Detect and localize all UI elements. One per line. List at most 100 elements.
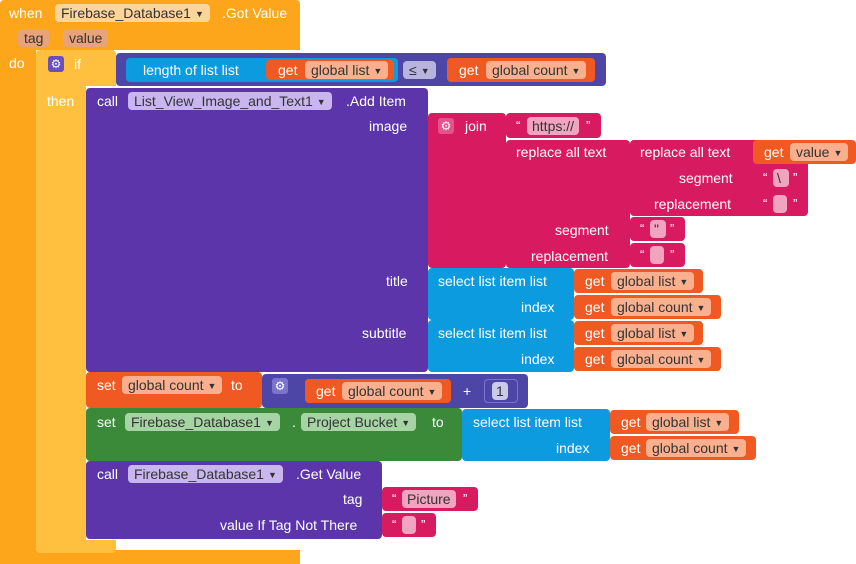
var-dropdown-global-count[interactable]: global count ▼ (486, 61, 587, 79)
close-quote-icon: ” (793, 196, 798, 211)
chevron-down-icon: ▼ (194, 9, 204, 19)
chevron-down-icon: ▼ (207, 381, 217, 391)
chevron-down-icon: ▼ (264, 418, 274, 428)
chevron-down-icon: ▼ (427, 387, 437, 397)
close-quote-icon: ” (670, 221, 675, 236)
chevron-down-icon: ▼ (731, 444, 741, 454)
tag-socket-label: tag (343, 491, 363, 507)
param-tag[interactable]: tag (18, 29, 50, 47)
image-socket-label: image (369, 118, 408, 134)
to-label: to (231, 377, 243, 393)
if-mutator-gear-icon[interactable]: ⚙ (48, 56, 64, 72)
join-block[interactable] (428, 113, 506, 268)
close-quote-icon: ” (463, 491, 468, 506)
event-name-label: .Got Value (222, 5, 288, 21)
event-component-name: Firebase_Database1 (61, 5, 191, 21)
open-quote-icon: “ (392, 491, 397, 506)
var-dropdown-global-list[interactable]: global list ▼ (305, 61, 389, 79)
text-value-backslash[interactable]: \ (773, 169, 789, 187)
chevron-down-icon: ▼ (401, 418, 411, 428)
get-label: get (585, 325, 605, 341)
default-socket-label: value If Tag Not There (220, 517, 358, 533)
chevron-down-icon: ▼ (833, 148, 843, 158)
replacement-label-inner: replacement (654, 196, 732, 212)
setter-component-dropdown[interactable]: Firebase_Database1 ▼ (125, 413, 280, 431)
chevron-down-icon: ▼ (316, 97, 326, 107)
var-dropdown-global-list[interactable]: global list ▼ (646, 413, 730, 431)
select-list-item-label: select list item list (438, 325, 547, 341)
event-component-dropdown[interactable]: Firebase_Database1 ▼ (55, 4, 210, 22)
chevron-down-icon: ▼ (696, 355, 706, 365)
param-value[interactable]: value (63, 29, 109, 47)
var-dropdown-global-count[interactable]: global count ▼ (342, 382, 443, 400)
to-label: to (432, 414, 444, 430)
index-label: index (556, 440, 590, 456)
call-label: call (97, 93, 119, 109)
get-label: get (316, 383, 336, 399)
join-mutator-gear-icon[interactable]: ⚙ (438, 118, 454, 134)
set-var-dropdown-global-count[interactable]: global count ▼ (122, 376, 223, 394)
text-value-https[interactable]: https:// (527, 117, 580, 135)
segment-label-inner: segment (679, 170, 733, 186)
add-item-component-dropdown[interactable]: List_View_Image_and_Text1 ▼ (128, 92, 332, 110)
addition-mutator-gear-icon[interactable]: ⚙ (272, 378, 288, 394)
var-dropdown-global-count[interactable]: global count ▼ (611, 350, 712, 368)
set-label: set (97, 377, 116, 393)
chevron-down-icon: ▼ (420, 66, 430, 76)
compare-operator-dropdown[interactable]: ≤ ▼ (403, 61, 436, 79)
open-quote-icon: “ (763, 170, 768, 185)
text-value-empty-default[interactable] (402, 516, 416, 534)
close-quote-icon: ” (421, 517, 426, 532)
select-list-item-label: select list item list (438, 273, 547, 289)
add-item-method-label: .Add Item (346, 93, 406, 109)
chevron-down-icon: ▼ (571, 66, 581, 76)
var-dropdown-global-list[interactable]: global list ▼ (611, 324, 695, 342)
open-quote-icon: “ (516, 118, 521, 133)
text-value-picture[interactable]: Picture (402, 490, 456, 508)
open-quote-icon: “ (640, 247, 645, 262)
chevron-down-icon: ▼ (679, 277, 689, 287)
text-value-empty-outer[interactable] (650, 246, 664, 264)
number-value[interactable]: 1 (492, 382, 508, 400)
replace-all-text-block-outer[interactable] (506, 140, 630, 268)
set-label: set (97, 414, 116, 430)
get-label: get (621, 440, 641, 456)
select-list-item-block-bucket[interactable] (462, 409, 610, 461)
chevron-down-icon: ▼ (267, 470, 277, 480)
if-label: if (74, 56, 81, 72)
replace-all-text-label-inner: replace all text (640, 144, 731, 160)
get-value-method-label: .Get Value (296, 466, 362, 482)
do-label: do (9, 55, 25, 71)
setter-property-dropdown[interactable]: Project Bucket ▼ (301, 413, 417, 431)
close-quote-icon: ” (670, 247, 675, 262)
dot-label: . (292, 414, 296, 430)
var-dropdown-global-list[interactable]: global list ▼ (611, 272, 695, 290)
plus-operator: + (463, 383, 472, 399)
text-value-quote[interactable]: " (650, 220, 666, 238)
title-socket-label: title (386, 273, 408, 289)
get-label: get (585, 273, 605, 289)
chevron-down-icon: ▼ (696, 303, 706, 313)
replace-all-text-label-outer: replace all text (516, 144, 607, 160)
chevron-down-icon: ▼ (714, 418, 724, 428)
close-quote-icon: ” (586, 118, 591, 133)
open-quote-icon: “ (640, 221, 645, 236)
var-dropdown-global-count[interactable]: global count ▼ (646, 439, 747, 457)
get-label: get (278, 62, 298, 78)
add-item-call-block[interactable] (86, 88, 428, 372)
get-value-component-dropdown[interactable]: Firebase_Database1 ▼ (128, 465, 283, 483)
var-dropdown-global-count[interactable]: global count ▼ (611, 298, 712, 316)
if-body-inner (38, 86, 86, 540)
event-bottom-bar (0, 550, 300, 564)
subtitle-socket-label: subtitle (362, 325, 407, 341)
get-label: get (764, 144, 784, 160)
text-value-empty-inner[interactable] (773, 195, 787, 213)
chevron-down-icon: ▼ (679, 329, 689, 339)
select-list-item-label: select list item list (473, 414, 582, 430)
call-label: call (97, 466, 119, 482)
select-list-item-block-subtitle[interactable] (428, 320, 574, 372)
join-label: join (465, 118, 487, 134)
length-of-list-label: length of list list (143, 62, 239, 78)
var-dropdown-value[interactable]: value ▼ (790, 143, 849, 161)
select-list-item-block-title[interactable] (428, 268, 574, 320)
